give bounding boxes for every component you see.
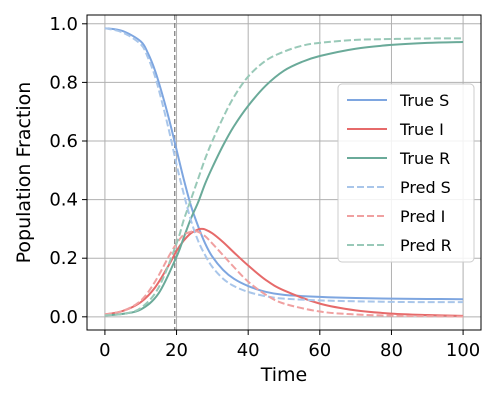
x-axis-label: Time — [260, 364, 308, 386]
series-line-true-s — [104, 27, 464, 301]
series-line-pred-i — [104, 230, 464, 318]
x-tick-label: 20 — [165, 340, 188, 361]
x-tick-label: 40 — [237, 340, 260, 361]
legend-label-pred-r: Pred R — [400, 236, 452, 255]
x-tick-label: 0 — [99, 340, 110, 361]
legend-label-true-s: True S — [399, 91, 449, 110]
legend-label-true-i: True I — [399, 120, 444, 139]
legend: True S True I True R Pred S Pred I Pred R — [337, 83, 475, 263]
series-line-pred-r — [104, 37, 464, 317]
axis-ticks: 0 20 40 60 80 100 0.0 0.2 0.4 0.6 0.8 1.0 — [49, 14, 480, 361]
series-line-true-r — [104, 40, 464, 317]
y-tick-label: 0.0 — [49, 307, 78, 328]
y-axis-label: Population Fraction — [13, 82, 35, 264]
y-tick-label: 0.6 — [49, 131, 78, 152]
y-tick-label: 0.8 — [49, 72, 78, 93]
y-tick-label: 0.4 — [49, 190, 78, 211]
series-lines — [104, 27, 464, 318]
legend-label-true-r: True R — [399, 149, 450, 168]
series-line-true-i — [104, 227, 464, 317]
x-tick-label: 100 — [446, 340, 480, 361]
series-line-pred-s — [104, 27, 464, 304]
legend-label-pred-s: Pred S — [400, 178, 451, 197]
y-tick-label: 0.2 — [49, 248, 78, 269]
x-tick-label: 60 — [308, 340, 331, 361]
plot-frame — [86, 14, 482, 331]
x-tick-label: 80 — [380, 340, 403, 361]
legend-label-pred-i: Pred I — [400, 207, 445, 226]
y-tick-label: 1.0 — [49, 14, 78, 35]
